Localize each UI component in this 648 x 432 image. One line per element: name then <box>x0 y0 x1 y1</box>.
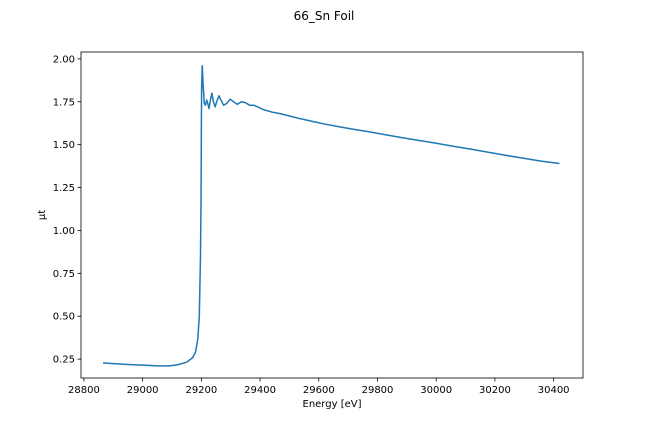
y-axis-label: μt <box>37 210 48 220</box>
y-tick-label: 2.00 <box>53 54 75 65</box>
x-tick-label: 28800 <box>68 385 100 396</box>
x-axis-label: Energy [eV] <box>303 399 362 410</box>
y-axis: 0.25 0.50 0.75 1.00 1.25 1.50 1.75 2.00 <box>53 54 81 366</box>
y-tick-label: 0.25 <box>53 355 75 366</box>
y-tick-label: 0.75 <box>53 269 75 280</box>
plot-area <box>102 64 560 367</box>
chart-title: 66_Sn Foil <box>294 9 355 23</box>
x-axis: 28800 29000 29200 29400 29600 29800 30000 30200… <box>68 378 570 396</box>
y-tick-label: 1.00 <box>53 226 75 237</box>
x-tick-label: 29400 <box>244 385 276 396</box>
x-tick-label: 30200 <box>479 385 511 396</box>
y-tick-label: 1.50 <box>53 140 75 151</box>
y-tick-label: 1.75 <box>53 97 75 108</box>
y-tick-label: 0.50 <box>53 312 75 323</box>
x-tick-label: 29000 <box>127 385 159 396</box>
x-tick-label: 29600 <box>303 385 335 396</box>
x-tick-label: 29200 <box>185 385 217 396</box>
y-tick-label: 1.25 <box>53 183 75 194</box>
axes-frame <box>80 51 584 379</box>
series-line-1 <box>102 64 560 367</box>
x-tick-label: 29800 <box>362 385 394 396</box>
x-tick-label: 30400 <box>538 385 570 396</box>
x-tick-label: 30000 <box>420 385 452 396</box>
